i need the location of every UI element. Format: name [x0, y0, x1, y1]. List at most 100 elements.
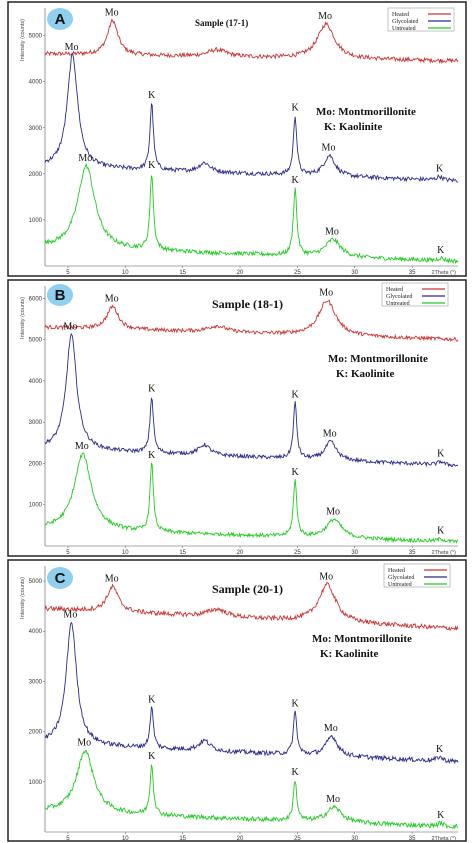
- x-axis-label: 2Theta (°): [431, 270, 456, 276]
- y-tick-label: 1000: [29, 503, 43, 509]
- x-tick-label: 30: [351, 836, 358, 842]
- legend-label-glycolated: Glycolated: [386, 294, 412, 300]
- k-label: K: [148, 450, 156, 461]
- mo-label: Mo: [77, 738, 91, 749]
- panel-C: 1000 2000 3000 4000 5000 5 10 15 20 25 30 35 Intensi…: [7, 559, 467, 842]
- mo-label: Mo: [105, 574, 119, 585]
- y-axis-label: Intensity (counts): [20, 297, 26, 339]
- panel-B: 1000 2000 3000 4000 5000 6000 5 10 15 20 25 30 35 Int…: [7, 279, 467, 557]
- series-line-untreated: [44, 749, 459, 830]
- x-tick-label: 5: [66, 836, 70, 842]
- y-tick-label: 4000: [29, 80, 43, 86]
- panel-badge: [47, 567, 73, 589]
- series-line-heated: [44, 18, 459, 65]
- mo-label: Mo: [318, 11, 332, 22]
- note-kaolinite: K: Kaolinite: [320, 648, 378, 660]
- k-label: K: [148, 160, 156, 171]
- panel-title: Sample (20-1): [212, 582, 283, 596]
- y-tick-label: 4000: [29, 629, 43, 635]
- x-tick-label: 25: [294, 550, 301, 556]
- x-tick-label: 20: [237, 550, 244, 556]
- panel-badge-letter: A: [55, 11, 66, 28]
- y-tick-label: 5000: [29, 34, 43, 40]
- k-label: K: [291, 102, 299, 113]
- y-tick-label: 3000: [29, 126, 43, 132]
- x-tick-label: 5: [66, 550, 70, 556]
- y-tick-label: 2000: [29, 461, 43, 467]
- mo-label: Mo: [105, 293, 119, 304]
- mo-label: Mo: [63, 609, 77, 620]
- x-tick-label: 30: [351, 550, 358, 556]
- x-tick-label: 10: [122, 836, 129, 842]
- y-tick-label: 2000: [29, 730, 43, 736]
- x-tick-label: 30: [351, 270, 358, 276]
- y-tick-label: 5000: [29, 338, 43, 344]
- legend-label-glycolated: Glycolated: [388, 575, 414, 581]
- y-tick-label: 1000: [29, 780, 43, 786]
- panel-frame: [7, 559, 467, 842]
- mo-label: Mo: [319, 572, 333, 583]
- note-montmorillonite: Mo: Montmorillonite: [328, 353, 428, 365]
- mo-label: Mo: [75, 441, 89, 452]
- k-label: K: [291, 467, 299, 478]
- x-tick-label: 20: [237, 836, 244, 842]
- mo-label: Mo: [78, 153, 92, 164]
- y-tick-label: 6000: [29, 296, 43, 302]
- panel-badge: [47, 8, 73, 30]
- k-label: K: [291, 389, 299, 400]
- series-line-untreated: [44, 452, 459, 544]
- x-tick-label: 10: [122, 270, 129, 276]
- series-line-glycolated: [44, 52, 459, 183]
- panel-badge: [47, 284, 73, 306]
- series-line-heated: [44, 299, 459, 343]
- panel-title: Sample (18-1): [212, 297, 283, 311]
- y-axis-label: Intensity (counts): [20, 577, 26, 619]
- note-montmorillonite: Mo: Montmorillonite: [316, 106, 416, 118]
- mo-label: Mo: [326, 794, 340, 805]
- x-tick-label: 25: [294, 270, 301, 276]
- x-axis-label: 2Theta (°): [431, 550, 456, 556]
- x-tick-label: 5: [66, 270, 70, 276]
- k-label: K: [148, 751, 156, 762]
- panel-badge-letter: C: [55, 570, 66, 587]
- x-tick-label: 15: [179, 836, 186, 842]
- legend-label-glycolated: Glycolated: [392, 19, 418, 25]
- series-line-glycolated: [44, 332, 459, 468]
- panel-badge-letter: B: [55, 287, 66, 304]
- y-tick-label: 3000: [29, 420, 43, 426]
- legend-label-heated: Heated: [392, 12, 409, 18]
- note-montmorillonite: Mo: Montmorillonite: [312, 633, 412, 645]
- x-tick-label: 15: [179, 270, 186, 276]
- k-label: K: [148, 90, 156, 101]
- k-label: K: [291, 175, 299, 186]
- x-tick-label: 35: [409, 550, 416, 556]
- x-tick-label: 35: [409, 270, 416, 276]
- y-tick-label: 1000: [29, 218, 43, 224]
- mo-label: Mo: [322, 142, 336, 153]
- k-label: K: [291, 767, 299, 778]
- series-line-untreated: [44, 163, 459, 265]
- k-label: K: [437, 810, 445, 821]
- x-tick-label: 25: [294, 836, 301, 842]
- k-label: K: [436, 163, 444, 174]
- series-line-glycolated: [44, 621, 459, 765]
- mo-label: Mo: [105, 7, 119, 18]
- k-label: K: [148, 384, 156, 395]
- y-tick-label: 2000: [29, 172, 43, 178]
- panel-frame: [7, 279, 467, 557]
- mo-label: Mo: [323, 429, 337, 440]
- y-axis-label: Intensity (counts): [20, 19, 26, 61]
- mo-label: Mo: [65, 42, 79, 53]
- legend-label-heated: Heated: [386, 287, 403, 293]
- legend-label-untreated: Untreated: [392, 26, 416, 32]
- series-line-heated: [44, 581, 459, 632]
- y-tick-label: 5000: [29, 579, 43, 585]
- k-label: K: [291, 698, 299, 709]
- mo-label: Mo: [63, 321, 77, 332]
- panel-frame: [7, 1, 467, 277]
